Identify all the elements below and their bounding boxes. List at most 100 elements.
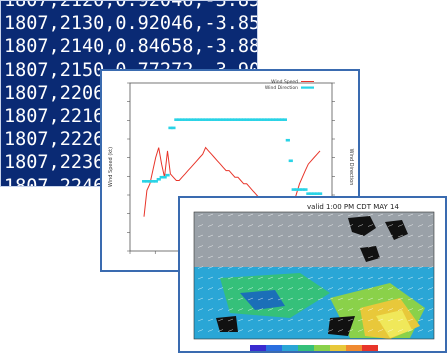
wind-direction-point bbox=[153, 180, 158, 183]
wind-direction-point bbox=[221, 118, 226, 121]
wind-barb bbox=[297, 245, 304, 248]
wind-barb bbox=[377, 213, 384, 217]
wind-barb bbox=[347, 297, 354, 301]
wind-barb bbox=[347, 234, 354, 238]
wind-direction-point bbox=[224, 118, 229, 121]
wind-barb bbox=[217, 255, 224, 259]
wind-barb bbox=[357, 276, 364, 280]
wind-barb bbox=[327, 266, 334, 269]
wind-barb bbox=[357, 224, 364, 227]
wind-barb bbox=[367, 287, 374, 290]
wind-barb bbox=[317, 329, 324, 332]
wind-barb bbox=[327, 245, 334, 248]
wind-direction-point bbox=[212, 118, 217, 121]
wind-direction-point bbox=[174, 118, 179, 121]
wind-barb bbox=[357, 308, 364, 311]
wind-direction-point bbox=[247, 118, 252, 121]
wind-barb bbox=[237, 287, 244, 290]
wind-barb bbox=[417, 287, 424, 290]
wind-barb bbox=[427, 297, 434, 301]
color-scale-step bbox=[266, 345, 282, 351]
wind-barb bbox=[307, 329, 314, 332]
wind-barb bbox=[207, 213, 214, 217]
wind-barb bbox=[407, 234, 414, 238]
wind-barb bbox=[267, 308, 274, 311]
wind-direction-point bbox=[180, 118, 185, 121]
wind-barb bbox=[217, 245, 224, 248]
wind-barb bbox=[427, 266, 434, 269]
wind-barb bbox=[417, 245, 424, 248]
color-scale-step bbox=[362, 345, 378, 351]
wind-barb bbox=[307, 297, 314, 301]
wind-barb bbox=[347, 266, 354, 269]
wind-barb bbox=[207, 245, 214, 248]
wind-barb bbox=[237, 255, 244, 259]
wind-direction-point bbox=[297, 188, 302, 191]
wind-barb bbox=[367, 329, 374, 332]
y2-axis-label: Wind Direction bbox=[348, 149, 354, 186]
wind-barb bbox=[377, 329, 384, 332]
wind-direction-point bbox=[318, 192, 323, 195]
map-title: valid 1:00 PM CDT MAY 14 bbox=[307, 203, 399, 211]
wind-barb bbox=[327, 318, 334, 322]
wind-barb bbox=[357, 245, 364, 248]
wind-barb bbox=[347, 213, 354, 217]
wind-barb bbox=[237, 213, 244, 217]
wind-barb bbox=[247, 318, 254, 322]
wind-barb bbox=[247, 245, 254, 248]
wind-direction-point bbox=[241, 118, 246, 121]
wind-barb bbox=[287, 308, 294, 311]
wind-barb bbox=[397, 234, 404, 238]
wind-barb bbox=[217, 297, 224, 301]
wind-barb bbox=[387, 266, 394, 269]
map-blue-region bbox=[240, 290, 285, 310]
wind-barb bbox=[407, 318, 414, 322]
wind-barb bbox=[397, 297, 404, 301]
wind-barb bbox=[417, 213, 424, 217]
wind-barb bbox=[307, 287, 314, 290]
data-line: 1807,2246 bbox=[4, 175, 105, 187]
wind-barb bbox=[287, 329, 294, 332]
wind-barb bbox=[257, 297, 264, 301]
wind-barb bbox=[427, 224, 434, 227]
wind-barb bbox=[317, 224, 324, 227]
wind-barb bbox=[367, 266, 374, 269]
wind-barb bbox=[297, 255, 304, 259]
wind-barb bbox=[337, 287, 344, 290]
wind-barb bbox=[237, 329, 244, 332]
wind-direction-point bbox=[194, 118, 199, 121]
wind-barb bbox=[377, 266, 384, 269]
wind-barb bbox=[427, 287, 434, 290]
wind-barb bbox=[277, 245, 284, 248]
wind-barb bbox=[257, 234, 264, 238]
wind-direction-point bbox=[218, 118, 223, 121]
wind-barb bbox=[417, 308, 424, 311]
wind-barb bbox=[427, 213, 434, 217]
wind-direction-point bbox=[177, 118, 182, 121]
wind-barb bbox=[277, 266, 284, 269]
wind-barb bbox=[377, 297, 384, 301]
wind-direction-point bbox=[171, 126, 176, 130]
wind-direction-point bbox=[200, 118, 205, 121]
wind-barb bbox=[267, 318, 274, 322]
wind-barb bbox=[387, 224, 394, 227]
wind-barb bbox=[297, 276, 304, 280]
wind-barb bbox=[327, 234, 334, 238]
wind-barb bbox=[387, 318, 394, 322]
wind-barb bbox=[257, 255, 264, 259]
wind-barb bbox=[327, 287, 334, 290]
wind-barb bbox=[407, 266, 414, 269]
wind-direction-point bbox=[282, 118, 287, 121]
wind-barb bbox=[357, 266, 364, 269]
wind-barb bbox=[257, 213, 264, 217]
wind-direction-point bbox=[271, 118, 276, 121]
wind-barb bbox=[287, 287, 294, 290]
wind-barb bbox=[197, 245, 204, 248]
wind-barb bbox=[397, 213, 404, 217]
legend-direction-label: Wind Direction bbox=[265, 85, 298, 91]
wind-barb bbox=[207, 308, 214, 311]
wind-barb bbox=[207, 287, 214, 290]
wind-barb bbox=[237, 308, 244, 311]
wind-direction-point bbox=[259, 118, 264, 121]
